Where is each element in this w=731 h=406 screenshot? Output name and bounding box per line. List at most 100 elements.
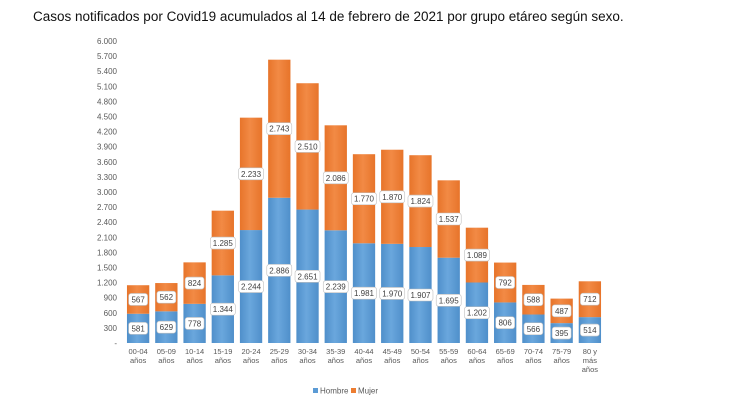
data-label-box: [435, 212, 462, 226]
y-tick-label: 2.700: [97, 203, 118, 212]
data-label: 629: [160, 323, 174, 332]
data-label: 2.244: [241, 283, 262, 292]
legend: Hombre Mujer: [313, 387, 378, 396]
y-tick-label: 4.500: [97, 113, 118, 122]
x-tick-label: 50-54 años: [411, 347, 430, 365]
y-tick-label: 4.200: [97, 128, 118, 137]
x-tick-label: 80 y más años: [582, 347, 599, 374]
data-label: 567: [131, 295, 145, 304]
data-label-box: [210, 236, 236, 250]
chart-title: Casos notificados por Covid19 acumulados…: [33, 9, 624, 24]
data-label-box: [266, 264, 293, 277]
x-tick-label: 25-29 años: [270, 347, 289, 365]
data-label: 487: [555, 307, 569, 316]
data-label-box: [156, 290, 177, 304]
y-tick-label: 3.000: [97, 188, 118, 197]
data-label: 1.907: [410, 291, 431, 300]
data-label: 2.239: [326, 283, 347, 292]
data-label-box: [322, 171, 349, 185]
data-label-box: [322, 280, 349, 293]
data-label: 2.743: [269, 125, 290, 134]
y-tick-label: 1.200: [97, 279, 118, 288]
y-tick-label: 1.800: [97, 248, 118, 257]
y-tick-label: 6.000: [97, 37, 118, 46]
x-tick-label: 40-44 años: [354, 347, 373, 365]
data-label-box: [495, 276, 515, 289]
y-tick-label: 5.400: [97, 67, 118, 76]
data-label: 566: [527, 325, 541, 334]
data-label: 1.870: [382, 193, 403, 202]
data-label: 1.285: [213, 239, 234, 248]
x-tick-label: 10-14 años: [185, 347, 204, 365]
data-label-box: [156, 320, 177, 334]
y-tick-label: 3.300: [97, 173, 118, 182]
data-label-box: [464, 248, 490, 262]
y-tick-label: 1.500: [97, 264, 118, 273]
y-tick-label: 2.400: [97, 218, 118, 227]
x-tick-label: 65-69 años: [496, 347, 515, 365]
data-label: 1.089: [467, 251, 488, 260]
data-labels: 581 567 629 562 778 824 1.344 1.285 2.244 2.233 2.…: [128, 122, 600, 340]
data-label: 806: [498, 319, 512, 328]
data-label-box: [379, 190, 406, 204]
data-label-box: [294, 140, 321, 153]
x-tick-label: 75-79 años: [552, 347, 571, 365]
y-tick-label: 4.800: [97, 97, 118, 106]
x-tick-label: 70-74 años: [524, 347, 543, 365]
data-label: 2.651: [298, 272, 319, 281]
data-label: 395: [555, 329, 569, 338]
data-label-box: [551, 326, 572, 340]
data-label-box: [294, 269, 321, 283]
x-tick-label: 35-39 años: [326, 347, 345, 365]
data-label-box: [523, 293, 544, 307]
y-tick-label: -: [114, 339, 117, 348]
data-label-box: [407, 194, 434, 208]
x-tick-label: 05-09 años: [157, 347, 176, 365]
data-label-box: [580, 292, 600, 306]
y-tick-label: 300: [104, 324, 118, 333]
data-label-box: [266, 122, 293, 136]
data-label: 2.086: [326, 174, 347, 183]
data-label-box: [238, 280, 264, 293]
data-label: 1.981: [354, 289, 375, 298]
data-label-box: [128, 293, 148, 306]
y-tick-label: 5.700: [97, 52, 118, 61]
y-tick-label: 5.100: [97, 82, 118, 91]
data-label-box: [580, 323, 600, 337]
data-label: 1.537: [439, 215, 460, 224]
data-label: 824: [188, 279, 202, 288]
data-label-box: [379, 287, 406, 300]
data-label-box: [464, 306, 490, 320]
legend-label: Hombre: [320, 387, 349, 396]
data-label: 792: [498, 278, 512, 287]
data-label-box: [351, 286, 377, 300]
x-tick-label: 55-59 años: [439, 347, 458, 365]
x-tick-label: 00-04 años: [129, 347, 148, 365]
legend-swatch: [351, 388, 356, 393]
data-label-box: [184, 317, 205, 330]
data-label: 514: [583, 326, 597, 335]
data-label-box: [238, 167, 264, 181]
x-tick-label: 15-19 años: [213, 347, 232, 365]
y-tick-label: 3.900: [97, 143, 118, 152]
data-label: 1.695: [439, 296, 460, 305]
data-label-box: [495, 316, 515, 330]
data-label: 1.344: [213, 305, 234, 314]
y-tick-label: 3.600: [97, 158, 118, 167]
data-label: 1.202: [467, 309, 488, 318]
data-label: 2.233: [241, 170, 262, 179]
data-label-box: [351, 192, 377, 206]
data-label-box: [551, 304, 572, 318]
data-label-box: [523, 322, 544, 336]
data-label: 2.510: [298, 142, 319, 151]
data-label: 562: [160, 293, 174, 302]
data-label: 712: [583, 295, 597, 304]
x-tick-label: 20-24 años: [241, 347, 260, 365]
data-label: 588: [527, 296, 541, 305]
data-label-box: [184, 276, 205, 290]
legend-label: Mujer: [358, 387, 378, 396]
data-label-box: [210, 302, 236, 316]
data-label: 1.770: [354, 195, 375, 204]
y-tick-label: 2.100: [97, 233, 118, 242]
